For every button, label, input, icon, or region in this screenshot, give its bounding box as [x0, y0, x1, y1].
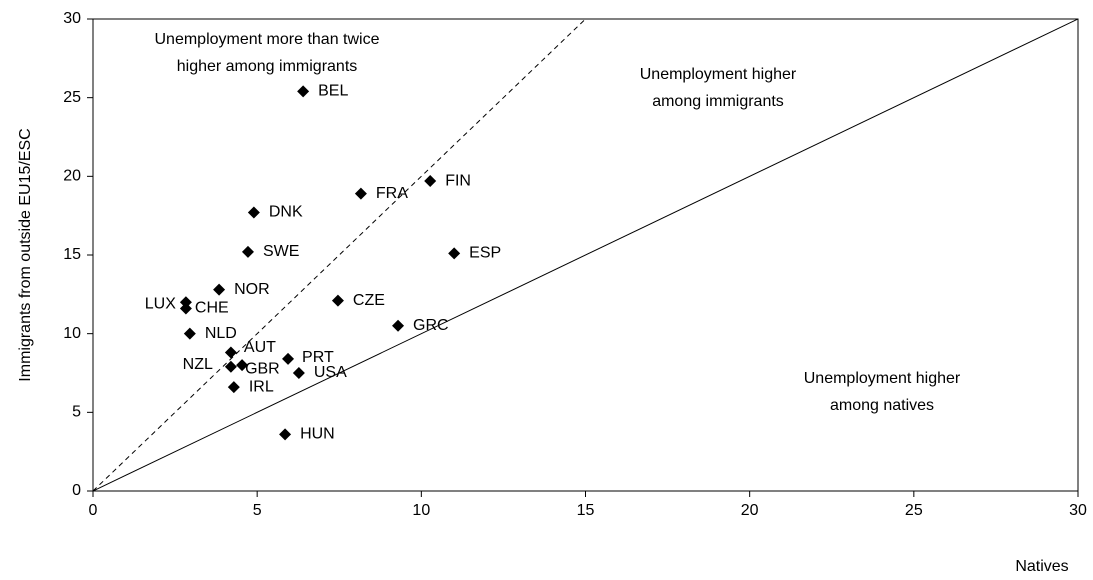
point-label: NLD: [205, 325, 237, 342]
y-axis-label: Immigrants from outside EU15/ESC: [17, 128, 34, 381]
x-tick-label: 0: [89, 502, 98, 519]
point: [282, 352, 295, 365]
annotation: Unemployment more than twice: [155, 31, 380, 48]
point: [224, 346, 237, 359]
point-label: FRA: [376, 185, 408, 202]
x-tick-label: 25: [905, 502, 923, 519]
point: [354, 187, 367, 200]
point-label: BEL: [318, 83, 348, 100]
point: [297, 85, 310, 98]
point-label: GRC: [413, 317, 449, 334]
point-label: AUT: [244, 339, 276, 356]
point: [236, 359, 249, 372]
reference-line: [93, 19, 587, 491]
y-tick-label: 0: [72, 482, 81, 499]
annotation: among natives: [830, 397, 934, 414]
point: [183, 327, 196, 340]
point-label: GBR: [245, 360, 280, 377]
point-label: IRL: [249, 378, 274, 395]
point: [392, 319, 405, 332]
point: [331, 294, 344, 307]
point: [279, 428, 292, 441]
point: [224, 360, 237, 373]
point: [424, 175, 437, 188]
x-tick-label: 15: [577, 502, 595, 519]
annotation: among immigrants: [652, 93, 784, 110]
point-label: NOR: [234, 281, 270, 298]
point: [213, 283, 226, 296]
x-tick-label: 30: [1069, 502, 1087, 519]
point: [292, 367, 305, 379]
y-tick-label: 30: [63, 10, 81, 27]
x-tick-label: 10: [412, 502, 430, 519]
annotation: higher among immigrants: [177, 58, 358, 75]
point: [247, 206, 260, 219]
x-tick-label: 5: [253, 502, 262, 519]
y-tick-label: 5: [72, 404, 81, 421]
y-tick-label: 10: [63, 325, 81, 342]
reference-line: [93, 19, 1078, 491]
x-tick-label: 20: [741, 502, 759, 519]
point-label: LUX: [145, 295, 176, 312]
annotation: Unemployment higher: [804, 370, 961, 387]
point-label: CHE: [195, 300, 229, 317]
point-label: PRT: [302, 349, 334, 366]
point-label: HUN: [300, 426, 335, 443]
y-tick-label: 25: [63, 89, 81, 106]
y-tick-label: 20: [63, 168, 81, 185]
y-tick-label: 15: [63, 246, 81, 263]
point: [241, 245, 254, 258]
point: [448, 247, 461, 260]
point-label: DNK: [269, 204, 303, 221]
point: [227, 381, 240, 394]
point-label: USA: [314, 364, 347, 381]
x-axis-label: Natives: [1015, 558, 1068, 575]
point: [179, 296, 192, 309]
point-label: SWE: [263, 243, 299, 260]
point: [179, 302, 192, 315]
point-label: ESP: [469, 245, 501, 262]
point-label: NZL: [183, 356, 213, 373]
point-label: FIN: [445, 172, 471, 189]
point-label: CZE: [353, 292, 385, 309]
annotation: Unemployment higher: [640, 66, 797, 83]
